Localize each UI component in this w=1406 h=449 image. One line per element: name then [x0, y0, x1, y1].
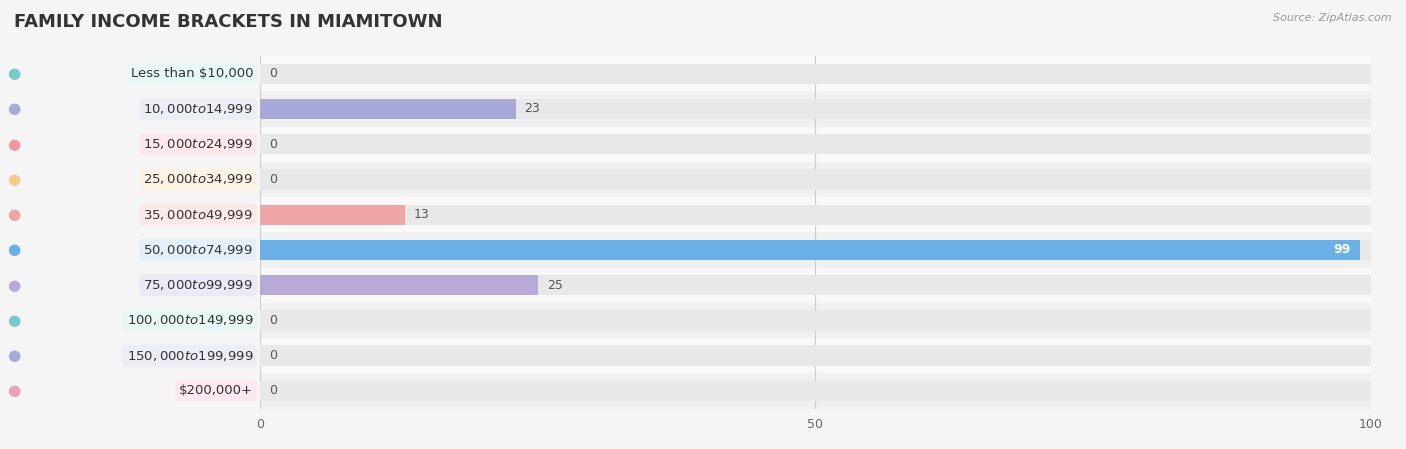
Text: $200,000+: $200,000+ [179, 384, 253, 397]
Text: FAMILY INCOME BRACKETS IN MIAMITOWN: FAMILY INCOME BRACKETS IN MIAMITOWN [14, 13, 443, 31]
Bar [260, 268, 1371, 303]
Text: $35,000 to $49,999: $35,000 to $49,999 [143, 208, 253, 222]
Bar [260, 56, 1371, 92]
Text: $75,000 to $99,999: $75,000 to $99,999 [143, 278, 253, 292]
Bar [260, 162, 1371, 197]
Text: 0: 0 [269, 384, 277, 397]
Text: 0: 0 [269, 314, 277, 327]
Text: 13: 13 [413, 208, 429, 221]
Bar [260, 240, 1371, 260]
Text: ●: ● [7, 278, 21, 293]
Text: ●: ● [7, 101, 21, 116]
Bar [260, 99, 1371, 119]
Text: Less than $10,000: Less than $10,000 [131, 67, 253, 80]
Text: ●: ● [7, 137, 21, 152]
Text: 23: 23 [524, 102, 540, 115]
Text: Source: ZipAtlas.com: Source: ZipAtlas.com [1274, 13, 1392, 23]
Text: ●: ● [7, 66, 21, 81]
Text: $25,000 to $34,999: $25,000 to $34,999 [143, 172, 253, 186]
Text: ●: ● [7, 313, 21, 328]
Text: 0: 0 [269, 138, 277, 151]
Text: ●: ● [7, 172, 21, 187]
Bar [260, 204, 1371, 225]
Bar [260, 91, 1371, 127]
Text: 0: 0 [269, 67, 277, 80]
Bar [260, 310, 1371, 331]
Bar [260, 374, 1371, 409]
Bar [260, 134, 1371, 154]
Bar [260, 99, 516, 119]
Bar [260, 127, 1371, 162]
Text: $50,000 to $74,999: $50,000 to $74,999 [143, 243, 253, 257]
Bar [260, 275, 538, 295]
Bar [260, 169, 1371, 190]
Text: ●: ● [7, 242, 21, 257]
Bar [260, 240, 1360, 260]
Text: $150,000 to $199,999: $150,000 to $199,999 [127, 349, 253, 363]
Text: $100,000 to $149,999: $100,000 to $149,999 [127, 313, 253, 327]
Text: ●: ● [7, 348, 21, 363]
Text: ●: ● [7, 207, 21, 222]
Bar [260, 303, 1371, 338]
Text: $10,000 to $14,999: $10,000 to $14,999 [143, 102, 253, 116]
Bar [260, 63, 1371, 84]
Text: 99: 99 [1334, 243, 1351, 256]
Bar [260, 345, 1371, 366]
Bar [260, 204, 405, 225]
Bar [260, 275, 1371, 295]
Text: $15,000 to $24,999: $15,000 to $24,999 [143, 137, 253, 151]
Text: 25: 25 [547, 279, 562, 292]
Text: 0: 0 [269, 173, 277, 186]
Bar [260, 381, 1371, 401]
Text: 0: 0 [269, 349, 277, 362]
Bar [260, 233, 1371, 268]
Text: ●: ● [7, 383, 21, 398]
Bar [260, 197, 1371, 232]
Bar [260, 338, 1371, 374]
